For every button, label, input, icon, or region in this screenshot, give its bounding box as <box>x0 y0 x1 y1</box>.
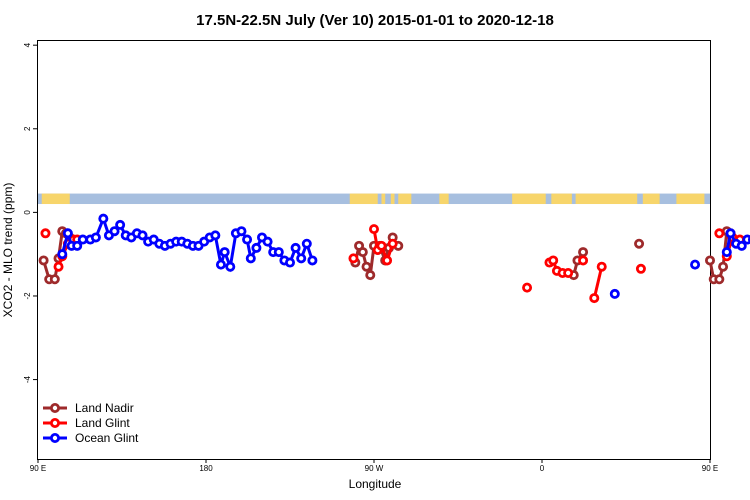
y-tick-label: 0 <box>23 210 32 215</box>
land-patch <box>41 193 70 205</box>
ocean-glint-point <box>57 249 68 260</box>
y-axis: 4 2 0 -2 -4 <box>23 42 38 383</box>
ocean-glint-point <box>109 226 120 237</box>
land-glint-point <box>578 255 589 266</box>
land-patch <box>390 193 395 205</box>
land-patch <box>676 193 705 205</box>
land-glint-point <box>589 293 600 304</box>
ocean-glint-point <box>242 234 253 245</box>
ocean-glint-point <box>296 253 307 264</box>
legend-land-glint-marker <box>50 417 61 428</box>
ocean-glint-point <box>609 288 620 299</box>
land-nadir-point <box>705 255 716 266</box>
land-glint-point <box>596 261 607 272</box>
ocean-glint-point <box>115 219 126 230</box>
legend-land-nadir-marker <box>50 402 61 413</box>
land-glint-line <box>592 266 604 299</box>
land-patch <box>575 193 638 205</box>
land-glint-point <box>387 238 398 249</box>
land-glint-point <box>376 240 387 251</box>
ocean-glint-point <box>290 242 301 253</box>
ocean-glint-point <box>725 228 736 239</box>
legend-land-nadir-label: Land Nadir <box>75 401 134 415</box>
land-glint-point <box>348 253 359 264</box>
ocean-glint-point <box>736 240 747 251</box>
ocean-glint-point <box>62 228 73 239</box>
x-tick-label: 90 W <box>365 464 384 473</box>
y-tick-label: -4 <box>23 375 32 383</box>
ocean-glint-point <box>721 247 732 258</box>
land-glint-point <box>548 255 559 266</box>
ocean-glint-point <box>284 257 295 268</box>
x-tick-label: 0 <box>540 464 545 473</box>
ocean-glint-point <box>307 255 318 266</box>
ocean-glint-point <box>210 230 221 241</box>
land-patch <box>512 193 546 205</box>
legend-ocean-glint-marker <box>50 432 61 443</box>
legend-land-glint-label: Land Glint <box>75 416 130 430</box>
land-nadir-point <box>49 274 60 285</box>
ocean-glint-point <box>225 261 236 272</box>
land-patch <box>551 193 572 205</box>
land-nadir-point <box>38 255 49 266</box>
land-patch <box>349 193 378 205</box>
land-glint-point <box>382 255 393 266</box>
land-nadir-point <box>714 274 725 285</box>
ocean-glint-point <box>245 253 256 264</box>
land-glint-point <box>563 267 574 278</box>
x-axis-label: Longitude <box>349 477 402 491</box>
ocean-glint-point <box>690 259 701 270</box>
land-nadir-point <box>718 261 729 272</box>
land-nadir-point <box>357 247 368 258</box>
ocean-glint-point <box>215 259 226 270</box>
ocean-glint-point <box>90 232 101 243</box>
land-patch <box>398 193 412 205</box>
land-glint-point <box>635 263 646 274</box>
chart-title: 17.5N-22.5N July (Ver 10) 2015-01-01 to … <box>196 12 554 29</box>
land-glint-point <box>40 228 51 239</box>
land-patch <box>642 193 660 205</box>
land-glint-point <box>714 228 725 239</box>
land-nadir-point <box>634 238 645 249</box>
land-patch <box>381 193 386 205</box>
x-axis: 90 E 180 90 W 0 90 E <box>30 459 718 473</box>
ocean-glint-point <box>262 236 273 247</box>
y-tick-label: 4 <box>23 42 32 47</box>
y-tick-label: 2 <box>23 126 32 131</box>
y-axis-label: XCO2 - MLO trend (ppm) <box>1 183 15 318</box>
ocean-glint-point <box>251 242 262 253</box>
land-patch <box>439 193 449 205</box>
land-glint-point <box>368 224 379 235</box>
x-tick-label: 180 <box>199 464 213 473</box>
y-tick-label: -2 <box>23 292 32 300</box>
land-ocean-band <box>38 193 710 205</box>
land-glint-point <box>522 282 533 293</box>
ocean-glint-point <box>72 240 83 251</box>
x-tick-label: 90 E <box>702 464 718 473</box>
land-nadir-point <box>578 247 589 258</box>
ocean-glint-point <box>301 238 312 249</box>
land-nadir-point <box>361 261 372 272</box>
x-tick-label: 90 E <box>30 464 46 473</box>
ocean-glint-point <box>137 230 148 241</box>
land-glint-point <box>53 261 64 272</box>
series-layer <box>38 213 750 304</box>
legend-ocean-glint-label: Ocean Glint <box>75 431 139 445</box>
ocean-glint-point <box>219 247 230 258</box>
ocean-glint-point <box>98 213 109 224</box>
ocean-glint-point <box>236 226 247 237</box>
ocean-glint-point <box>273 247 284 258</box>
land-nadir-point <box>365 270 376 281</box>
